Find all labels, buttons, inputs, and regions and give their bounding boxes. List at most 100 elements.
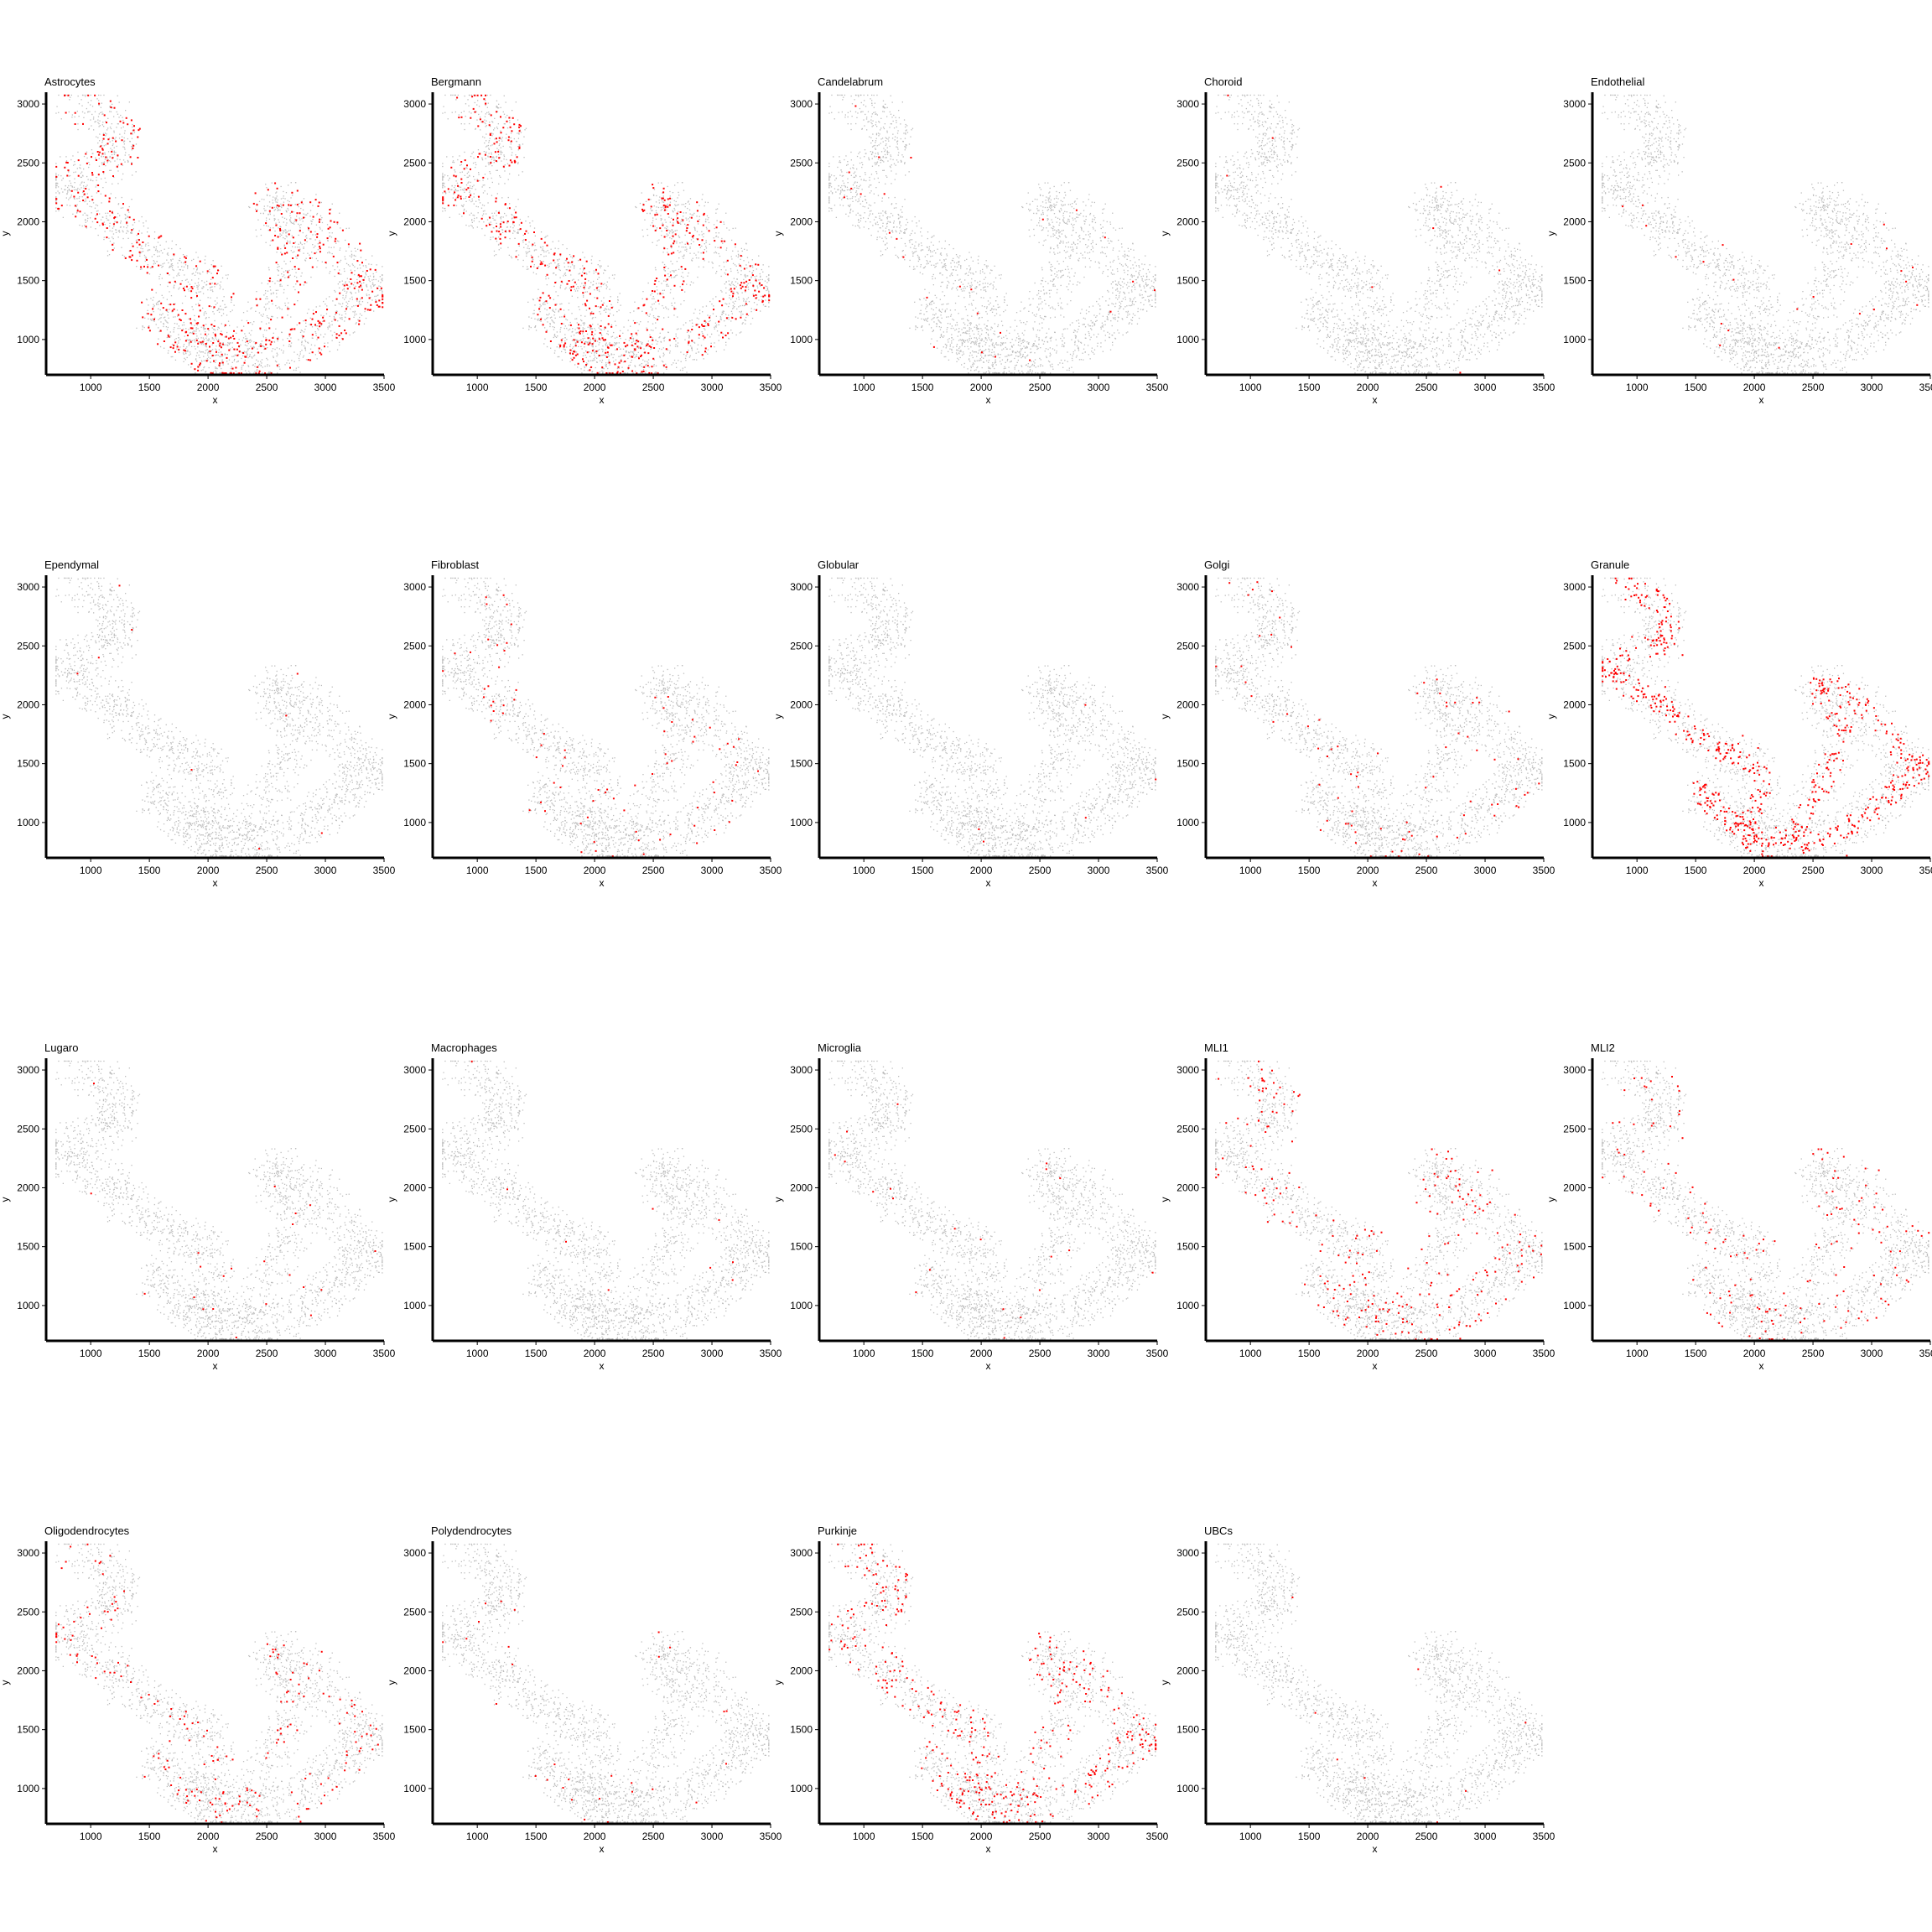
cell-point — [696, 348, 699, 350]
cell-point — [294, 218, 296, 221]
cell-point — [330, 247, 332, 248]
cell-point-highlight — [277, 247, 279, 250]
cell-point-highlight — [87, 94, 90, 96]
cell-point — [444, 192, 447, 194]
cell-point-highlight — [346, 288, 349, 290]
cell-point-highlight — [364, 308, 366, 310]
cell-point — [113, 153, 116, 155]
cell-point-highlight — [307, 359, 309, 361]
cell-point-highlight — [646, 344, 648, 346]
cell-point — [97, 119, 99, 121]
cell-point — [105, 135, 106, 137]
cell-point — [491, 153, 492, 155]
cell-point — [123, 226, 125, 228]
cell-point — [262, 345, 264, 347]
cell-point — [55, 178, 57, 179]
cell-point — [639, 202, 641, 205]
cell-point-highlight — [97, 190, 100, 193]
cell-point — [591, 328, 593, 330]
cell-point-highlight — [299, 230, 301, 232]
cell-point-highlight — [101, 148, 104, 151]
cell-point — [205, 346, 207, 348]
cell-point — [62, 178, 64, 179]
cell-point — [370, 297, 371, 299]
cell-point — [217, 283, 219, 284]
cell-point — [688, 243, 689, 246]
cell-point — [490, 94, 491, 96]
cell-point — [202, 369, 204, 371]
cell-point — [368, 279, 370, 281]
cell-point-highlight — [232, 293, 235, 295]
cell-point — [86, 214, 87, 216]
cell-point — [596, 357, 598, 359]
cell-point — [523, 136, 525, 138]
cell-point — [101, 142, 103, 143]
cell-point — [290, 217, 292, 219]
cell-point — [351, 250, 352, 252]
cell-point — [674, 302, 676, 304]
cell-point-highlight — [132, 148, 134, 149]
cell-point-highlight — [477, 156, 479, 158]
cell-point — [668, 232, 671, 234]
cell-point-highlight — [569, 324, 572, 326]
cell-point — [302, 337, 304, 339]
cell-point-highlight — [319, 242, 321, 244]
cell-point-highlight — [495, 138, 497, 140]
cell-point-highlight — [160, 302, 163, 304]
cell-point — [357, 319, 359, 321]
cell-point — [262, 336, 264, 338]
cell-point-highlight — [508, 230, 511, 232]
cell-point — [768, 274, 770, 276]
cell-point — [507, 179, 509, 180]
cell-point — [690, 239, 693, 241]
cell-point — [155, 292, 157, 293]
cell-point — [117, 170, 119, 172]
cell-point — [745, 319, 746, 321]
cell-point — [729, 297, 730, 299]
cell-point — [501, 140, 503, 142]
cell-point — [629, 364, 631, 366]
cell-point — [221, 323, 222, 325]
cell-point — [546, 309, 548, 311]
cell-point-highlight — [368, 297, 371, 299]
cell-point — [729, 283, 730, 286]
cell-point-highlight — [743, 282, 745, 284]
cell-point — [230, 342, 231, 344]
cell-point-highlight — [496, 230, 498, 232]
cell-point — [135, 240, 138, 242]
cell-point — [81, 181, 83, 183]
cell-point-highlight — [610, 344, 612, 346]
cell-point-highlight — [755, 263, 757, 266]
cell-point — [543, 256, 545, 257]
cell-point — [87, 101, 89, 104]
cell-point — [623, 372, 625, 374]
cell-point — [569, 345, 571, 347]
cell-point-highlight — [173, 304, 175, 305]
cell-point — [747, 283, 749, 284]
cell-point — [620, 330, 621, 332]
cell-point — [274, 348, 276, 351]
cell-point — [359, 316, 361, 319]
cell-point-highlight — [570, 289, 572, 292]
cell-point — [553, 322, 555, 324]
cell-point — [344, 270, 345, 273]
cell-point — [93, 129, 95, 131]
cell-point — [205, 360, 206, 361]
cell-point — [736, 269, 739, 271]
cell-point — [552, 320, 553, 322]
cell-point — [219, 284, 221, 286]
facet-title: Bergmann — [431, 75, 481, 88]
cell-point — [328, 322, 330, 324]
cell-point — [279, 285, 281, 287]
cell-point — [471, 220, 473, 221]
cell-point — [288, 362, 290, 364]
cell-point-highlight — [97, 184, 100, 186]
cell-point — [295, 221, 297, 223]
cell-point — [491, 121, 493, 122]
cell-point — [607, 330, 609, 332]
cell-point — [626, 372, 629, 374]
cell-point-highlight — [242, 352, 245, 354]
cell-point — [295, 367, 297, 369]
cell-point — [186, 346, 188, 348]
cell-point-highlight — [148, 330, 151, 332]
